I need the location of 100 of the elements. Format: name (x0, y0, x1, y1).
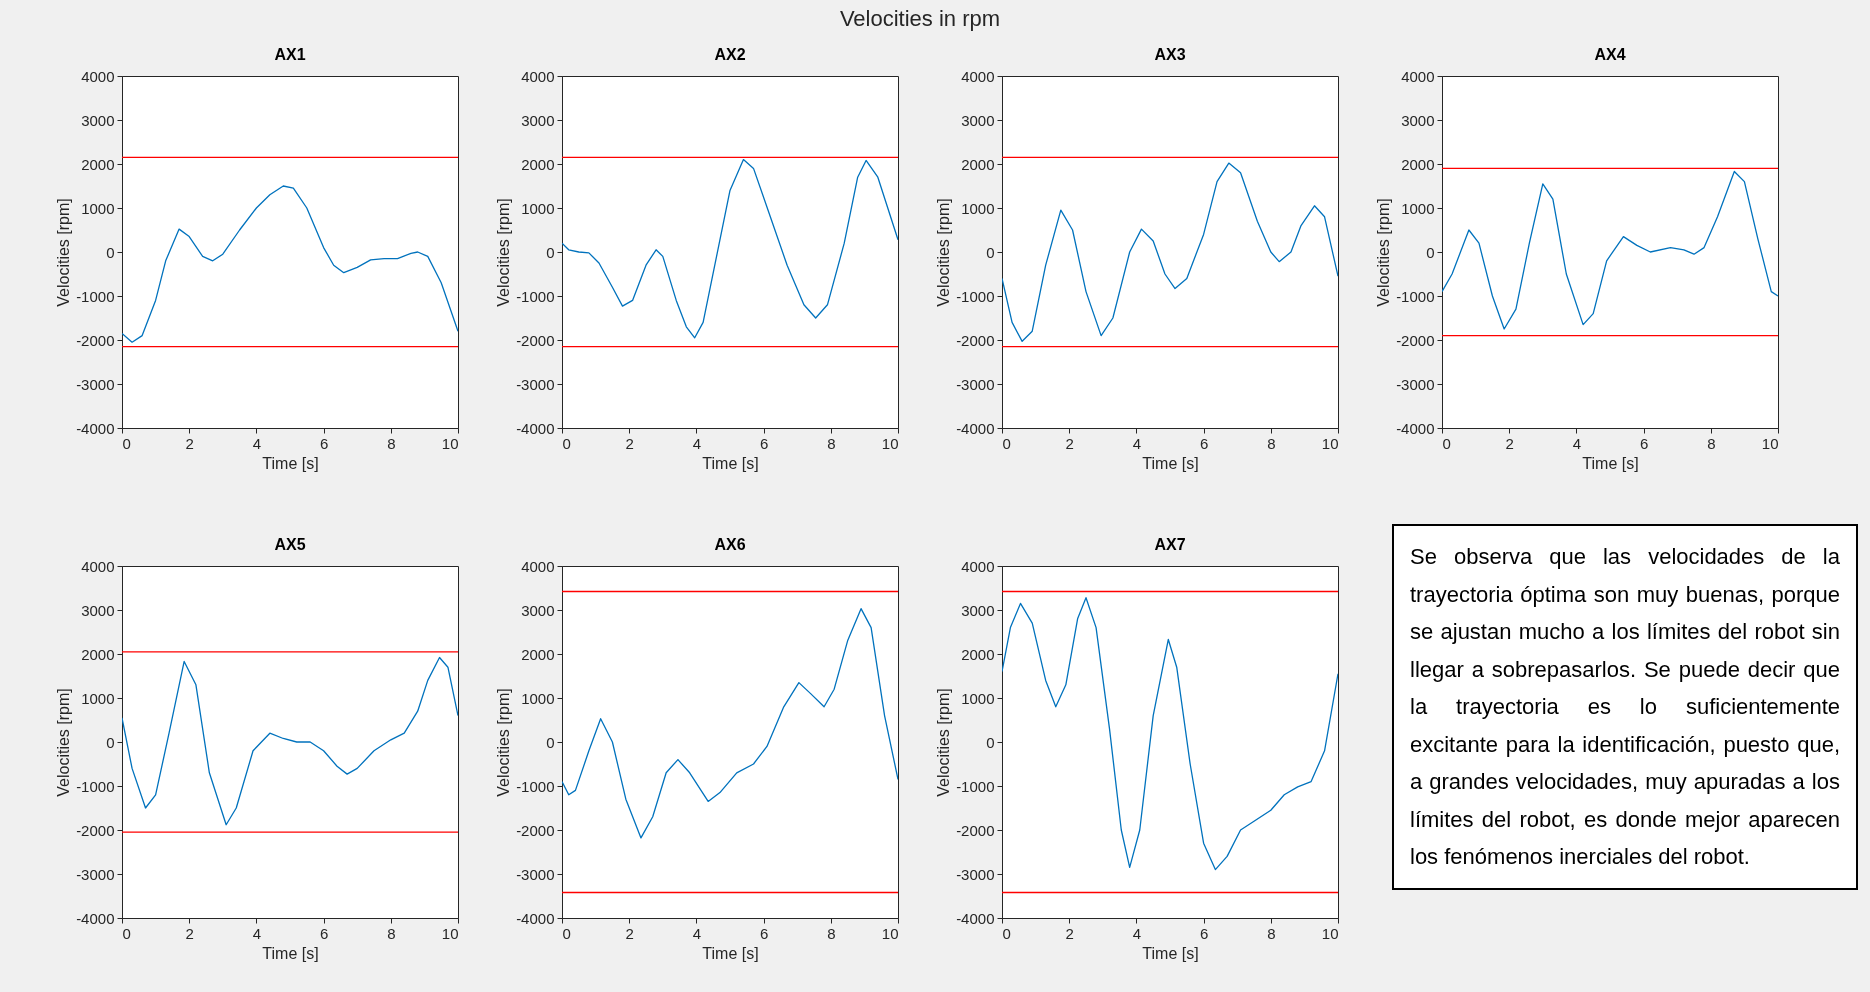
x-tick-label: 2 (185, 434, 194, 452)
x-tick-label: 10 (1321, 434, 1339, 452)
x-axis-title: Time [s] (262, 454, 319, 472)
text: Se observa que las velocidades de la trayectoria óptima son muy buenas, porque se ajustan mucho a los límites del robot sin llegar a sobrepasarlos. Se puede decir que la trayectoria es lo suficientemente excitante para la identificación, puesto que, a grandes velocidades, muy apuradas a los límites del robot, es donde mejor aparecen los fenómenos inerciales del robot. (1410, 544, 1840, 869)
y-tick-label: 3000 (961, 601, 995, 619)
y-tick-label: 1000 (81, 689, 115, 707)
y-tick-label: -4000 (516, 419, 555, 437)
x-tick-label: 4 (1132, 924, 1142, 942)
y-tick-label: -2000 (1396, 331, 1435, 349)
x-tick-label: 4 (692, 434, 702, 452)
y-tick-label: 0 (1426, 243, 1435, 261)
x-tick-label: 8 (387, 924, 396, 942)
y-tick-label: 0 (106, 733, 115, 751)
y-tick-label: 4000 (1401, 67, 1435, 85)
y-tick-label: 3000 (81, 601, 115, 619)
y-tick-label: 2000 (81, 155, 115, 173)
x-tick-label: 8 (1707, 434, 1716, 452)
y-tick-label: -4000 (76, 419, 115, 437)
y-tick-label: -2000 (956, 821, 995, 839)
y-tick-label: -1000 (76, 777, 115, 795)
x-axis-title: Time [s] (1582, 454, 1639, 472)
x-tick-label: 4 (1572, 434, 1582, 452)
x-tick-label: 0 (1442, 434, 1451, 452)
y-tick-label: 3000 (521, 601, 555, 619)
x-tick-label: 6 (759, 434, 769, 452)
y-axis-title: Velocities [rpm] (1375, 198, 1393, 307)
y-tick-label: 0 (106, 243, 115, 261)
y-tick-label: 3000 (521, 111, 555, 129)
chart-title: AX4 (1594, 46, 1626, 63)
x-tick-label: 8 (827, 924, 836, 942)
y-tick-label: -3000 (1396, 375, 1435, 393)
chart-title: AX1 (274, 46, 306, 63)
chart-title: AX7 (1154, 536, 1186, 553)
y-tick-label: 2000 (81, 645, 115, 663)
y-tick-label: 3000 (81, 111, 115, 129)
x-tick-label: 10 (881, 924, 899, 942)
y-axis-title: Velocities [rpm] (495, 688, 513, 797)
y-axis-title: Velocities [rpm] (55, 198, 73, 307)
y-tick-label: 0 (546, 243, 555, 261)
x-tick-label: 0 (1002, 924, 1011, 942)
y-tick-label: -3000 (76, 375, 115, 393)
y-tick-label: 2000 (521, 645, 555, 663)
line-series (1002, 162, 1338, 342)
x-tick-label: 2 (1065, 924, 1074, 942)
y-axis-title: Velocities [rpm] (495, 198, 513, 307)
y-tick-label: -2000 (956, 331, 995, 349)
y-tick-label: -3000 (956, 865, 995, 883)
x-tick-label: 4 (1132, 434, 1142, 452)
x-tick-label: 10 (881, 434, 899, 452)
chart-title: AX2 (714, 46, 746, 63)
x-tick-label: 0 (562, 924, 571, 942)
y-tick-label: 4000 (521, 67, 555, 85)
y-tick-label: -2000 (516, 821, 555, 839)
x-tick-label: 0 (1002, 434, 1011, 452)
y-tick-label: -2000 (516, 331, 555, 349)
y-tick-label: -2000 (76, 821, 115, 839)
x-tick-label: 8 (827, 434, 836, 452)
y-axis-title: Velocities [rpm] (935, 688, 953, 797)
chart-title: AX3 (1154, 46, 1186, 63)
y-tick-label: -3000 (76, 865, 115, 883)
x-tick-label: 2 (185, 924, 194, 942)
y-tick-label: 1000 (521, 689, 555, 707)
x-tick-label: 2 (1505, 434, 1514, 452)
x-tick-label: 2 (625, 434, 634, 452)
y-tick-label: -4000 (516, 909, 555, 927)
y-tick-label: -4000 (956, 909, 995, 927)
y-tick-label: 3000 (961, 111, 995, 129)
y-tick-label: -4000 (956, 419, 995, 437)
x-tick-label: 2 (1065, 434, 1074, 452)
y-tick-label: 4000 (961, 557, 995, 575)
x-axis-title: Time [s] (702, 454, 759, 472)
x-tick-label: 6 (1199, 924, 1209, 942)
x-tick-label: 0 (122, 924, 131, 942)
x-tick-label: 8 (1267, 434, 1276, 452)
x-tick-label: 8 (1267, 924, 1276, 942)
y-tick-label: -1000 (1396, 287, 1435, 305)
y-axis-title: Velocities [rpm] (935, 198, 953, 307)
x-tick-label: 8 (387, 434, 396, 452)
y-tick-label: 4000 (81, 67, 115, 85)
y-tick-label: 1000 (961, 689, 995, 707)
x-tick-label: 0 (562, 434, 571, 452)
line-series (122, 185, 458, 343)
y-tick-label: -1000 (516, 287, 555, 305)
x-tick-label: 6 (1199, 434, 1209, 452)
y-tick-label: 1000 (1401, 199, 1435, 217)
x-tick-label: 10 (441, 434, 459, 452)
line-series (122, 656, 458, 826)
x-tick-label: 6 (1639, 434, 1649, 452)
x-tick-label: 4 (252, 434, 262, 452)
y-tick-label: 2000 (961, 155, 995, 173)
y-tick-label: 2000 (961, 645, 995, 663)
y-tick-label: -3000 (956, 375, 995, 393)
y-tick-label: 1000 (81, 199, 115, 217)
y-tick-label: -2000 (76, 331, 115, 349)
y-tick-label: 1000 (961, 199, 995, 217)
x-tick-label: 10 (441, 924, 459, 942)
y-tick-label: 1000 (521, 199, 555, 217)
y-tick-label: 3000 (1401, 111, 1435, 129)
x-tick-label: 6 (759, 924, 769, 942)
x-axis-title: Time [s] (702, 944, 759, 962)
